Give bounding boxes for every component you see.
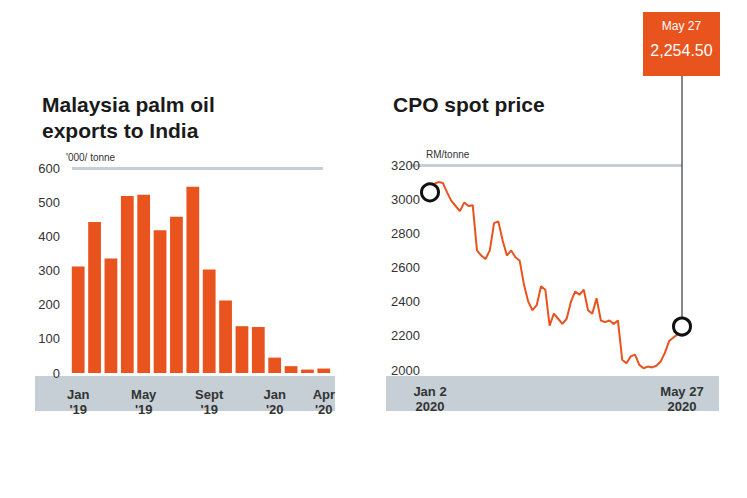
- svg-text:0: 0: [53, 366, 60, 381]
- svg-text:2,254.50: 2,254.50: [650, 42, 712, 59]
- svg-text:'20: '20: [266, 402, 284, 417]
- svg-text:2600: 2600: [391, 260, 420, 275]
- svg-text:2020: 2020: [668, 399, 697, 414]
- svg-text:2000: 2000: [391, 363, 420, 378]
- svg-text:3200: 3200: [391, 158, 420, 173]
- svg-text:3000: 3000: [391, 192, 420, 207]
- svg-text:100: 100: [38, 331, 60, 346]
- svg-text:May 27: May 27: [662, 19, 702, 33]
- svg-text:2400: 2400: [391, 294, 420, 309]
- svg-text:500: 500: [38, 195, 60, 210]
- svg-text:200: 200: [38, 297, 60, 312]
- svg-text:RM/tonne: RM/tonne: [426, 149, 470, 160]
- svg-text:CPO spot price: CPO spot price: [393, 93, 545, 116]
- svg-text:Malaysia palm oil: Malaysia palm oil: [42, 93, 215, 116]
- svg-text:exports to India: exports to India: [42, 119, 199, 142]
- svg-text:Jan: Jan: [67, 387, 89, 402]
- svg-text:'20: '20: [315, 402, 333, 417]
- svg-text:May: May: [131, 387, 157, 402]
- svg-text:Jan: Jan: [263, 387, 285, 402]
- svg-text:'000/ tonne: '000/ tonne: [66, 152, 116, 163]
- svg-text:Jan 2: Jan 2: [413, 384, 446, 399]
- svg-text:600: 600: [38, 161, 60, 176]
- svg-text:2020: 2020: [416, 399, 445, 414]
- svg-text:'19: '19: [135, 402, 153, 417]
- svg-text:May 27: May 27: [660, 384, 703, 399]
- svg-text:'19: '19: [200, 402, 218, 417]
- svg-text:300: 300: [38, 263, 60, 278]
- svg-text:'19: '19: [69, 402, 87, 417]
- svg-text:400: 400: [38, 229, 60, 244]
- svg-text:Sept: Sept: [195, 387, 224, 402]
- svg-text:2200: 2200: [391, 328, 420, 343]
- svg-text:2800: 2800: [391, 226, 420, 241]
- svg-text:Apr: Apr: [313, 387, 335, 402]
